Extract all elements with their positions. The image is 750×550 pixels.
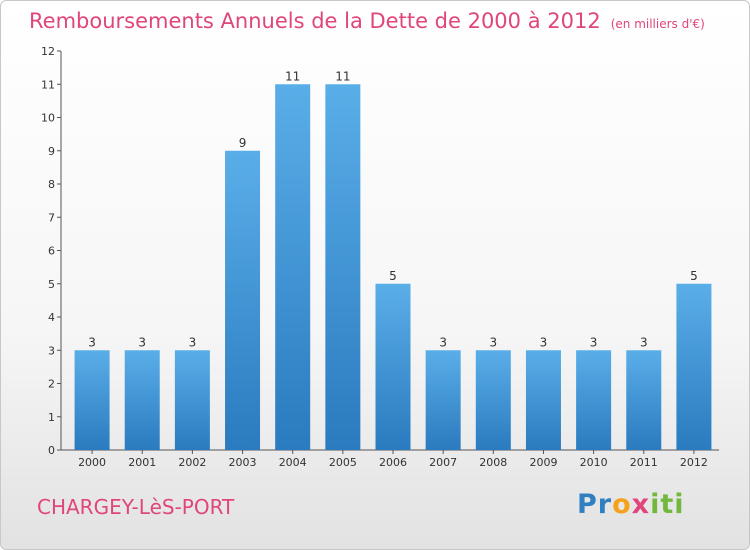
chart-title-text: Remboursements Annuels de la Dette de 20… (29, 9, 601, 33)
y-tick-label: 7 (48, 211, 55, 224)
x-tick-label: 2004 (279, 456, 307, 469)
chart-unit: (en milliers d'€) (610, 17, 705, 31)
x-tick-label: 2005 (329, 456, 357, 469)
x-tick-label: 2003 (229, 456, 257, 469)
y-tick-label: 4 (48, 311, 55, 324)
data-label: 11 (285, 69, 300, 83)
y-tick-label: 5 (48, 278, 55, 291)
y-tick-label: 2 (48, 378, 55, 391)
x-tick-label: 2000 (78, 456, 106, 469)
y-tick-label: 10 (41, 112, 55, 125)
bar (425, 350, 461, 450)
data-label: 3 (88, 335, 96, 349)
bar (475, 350, 511, 450)
bar (124, 350, 160, 450)
bar (626, 350, 662, 450)
x-tick-label: 2007 (429, 456, 457, 469)
bar (676, 283, 712, 450)
x-tick-label: 2008 (479, 456, 507, 469)
proxiti-logo: Proxiti (577, 489, 685, 520)
data-label: 5 (690, 269, 698, 283)
logo-part-3: x (631, 489, 651, 520)
y-tick-label: 1 (48, 411, 55, 424)
x-tick-label: 2002 (178, 456, 206, 469)
y-tick-label: 0 (48, 444, 55, 457)
bar (74, 350, 110, 450)
data-label: 3 (189, 335, 197, 349)
bars: 3 3 3 9 11 11 5 3 3 3 3 3 5 (74, 69, 712, 450)
x-tick-label: 2009 (529, 456, 557, 469)
x-tick-label: 2006 (379, 456, 407, 469)
data-label: 5 (389, 269, 397, 283)
commune-name: CHARGEY-LèS-PORT (37, 495, 235, 519)
x-tick-label: 2012 (680, 456, 708, 469)
logo-part-4: iti (650, 489, 685, 520)
bar (325, 84, 361, 450)
x-tick-label: 2001 (128, 456, 156, 469)
bar (174, 350, 210, 450)
data-label: 3 (590, 335, 598, 349)
x-tick-label: 2011 (630, 456, 658, 469)
data-label: 3 (138, 335, 146, 349)
data-label: 3 (540, 335, 548, 349)
data-label: 3 (489, 335, 497, 349)
data-label: 3 (439, 335, 447, 349)
data-label: 9 (239, 136, 247, 150)
bar (275, 84, 311, 450)
y-tick-label: 11 (41, 78, 55, 91)
bar (525, 350, 561, 450)
bar (225, 150, 261, 450)
y-tick-label: 8 (48, 178, 55, 191)
logo-part-2: o (612, 489, 632, 520)
y-tick-label: 9 (48, 145, 55, 158)
x-tick-label: 2010 (580, 456, 608, 469)
data-label: 11 (335, 69, 350, 83)
bar (375, 283, 411, 450)
logo-part-1: Pr (577, 489, 613, 520)
bar (576, 350, 612, 450)
chart-title: Remboursements Annuels de la Dette de 20… (29, 9, 705, 33)
y-tick-label: 3 (48, 344, 55, 357)
y-tick-label: 6 (48, 245, 55, 258)
data-label: 3 (640, 335, 648, 349)
y-tick-label: 12 (41, 45, 55, 58)
